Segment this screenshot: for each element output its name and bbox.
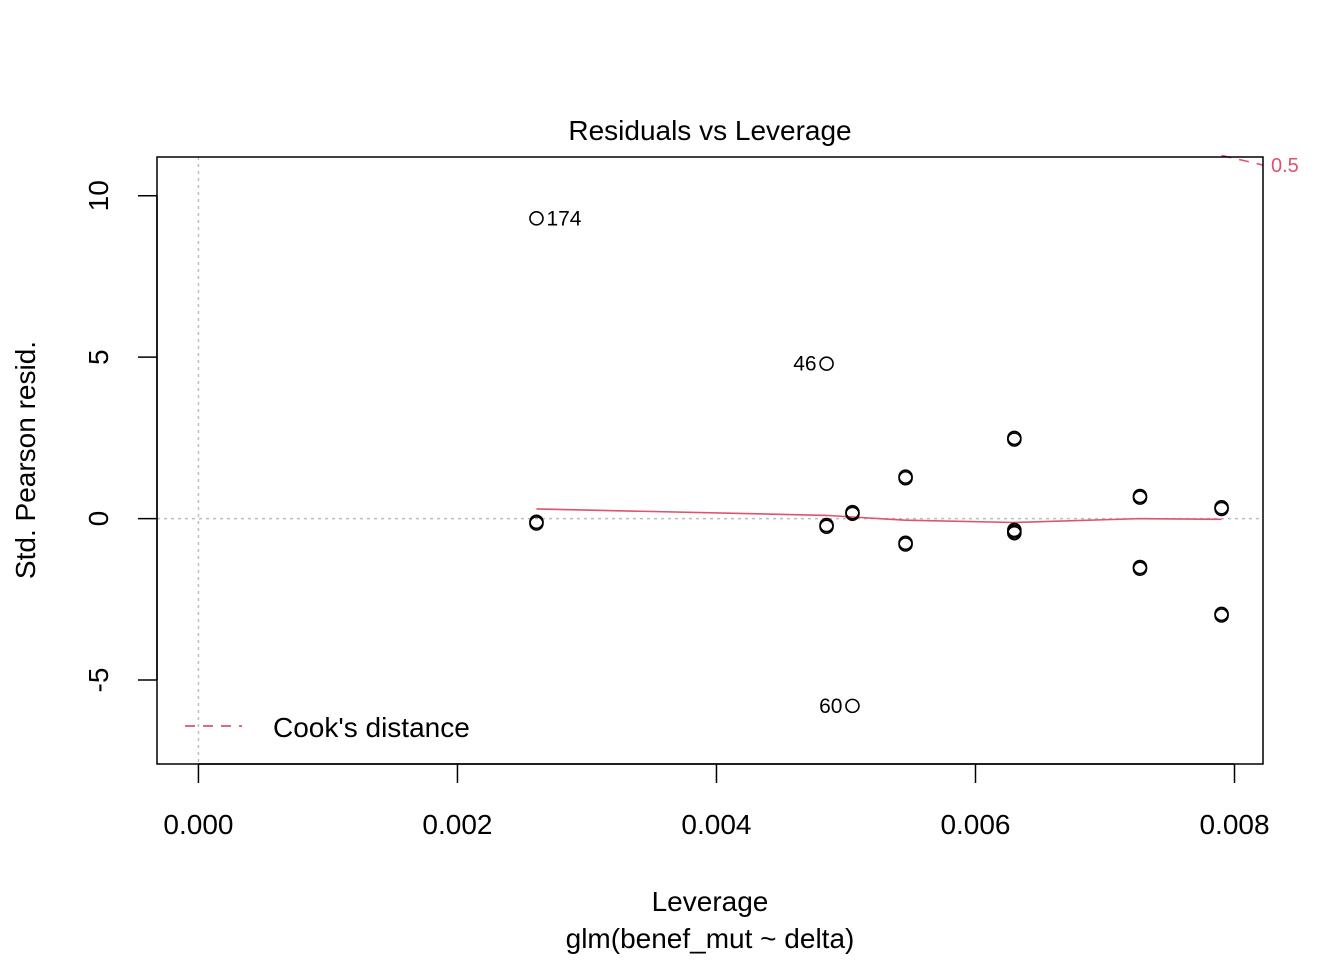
cooks-distance-label: 0.5 bbox=[1271, 155, 1299, 177]
data-point bbox=[529, 516, 544, 531]
y-tick-label: 10 bbox=[83, 180, 114, 211]
data-point bbox=[1007, 525, 1022, 541]
point-label: 174 bbox=[546, 207, 581, 230]
data-point bbox=[819, 519, 834, 534]
data-point bbox=[1132, 490, 1148, 505]
x-tick-label: 0.008 bbox=[1199, 809, 1269, 840]
x-tick-label: 0.004 bbox=[681, 809, 751, 840]
cooks-distance-layer: 0.5 bbox=[1221, 154, 1299, 177]
y-tick-label: 0 bbox=[83, 511, 114, 527]
data-point bbox=[1214, 608, 1229, 623]
chart-title: Residuals vs Leverage bbox=[568, 115, 851, 146]
y-axis-label: Std. Pearson resid. bbox=[10, 341, 41, 579]
data-point bbox=[819, 356, 834, 371]
data-point bbox=[529, 211, 544, 226]
x-tick-label: 0.002 bbox=[422, 809, 492, 840]
data-point bbox=[898, 470, 913, 486]
x-tick-label: 0.000 bbox=[163, 809, 233, 840]
data-point bbox=[1214, 501, 1229, 517]
y-axis: -5 0 5 10 bbox=[83, 180, 158, 693]
data-point bbox=[898, 537, 913, 552]
y-tick-label: 5 bbox=[83, 349, 114, 365]
smooth-trend-line bbox=[536, 508, 1222, 524]
chart-subtitle: glm(benef_mut ~ delta) bbox=[566, 923, 855, 954]
smooth-line-layer bbox=[536, 508, 1222, 524]
reference-lines bbox=[157, 157, 1263, 764]
data-point bbox=[1132, 561, 1148, 576]
y-tick-label: -5 bbox=[83, 668, 114, 693]
legend: Cook's distance bbox=[185, 712, 470, 743]
point-labels-layer: 174 46 60 bbox=[546, 207, 842, 718]
data-point bbox=[845, 698, 860, 714]
point-label: 60 bbox=[819, 695, 842, 718]
data-point bbox=[1007, 432, 1022, 447]
plot-area-border bbox=[156, 156, 1264, 765]
x-axis: 0.000 0.002 0.004 0.006 0.008 bbox=[163, 763, 1270, 840]
point-label: 46 bbox=[793, 353, 816, 376]
x-axis-label: Leverage bbox=[652, 886, 769, 917]
points-layer bbox=[529, 211, 1229, 714]
data-point bbox=[845, 506, 860, 522]
x-tick-label: 0.006 bbox=[940, 809, 1010, 840]
legend-label: Cook's distance bbox=[273, 712, 470, 743]
